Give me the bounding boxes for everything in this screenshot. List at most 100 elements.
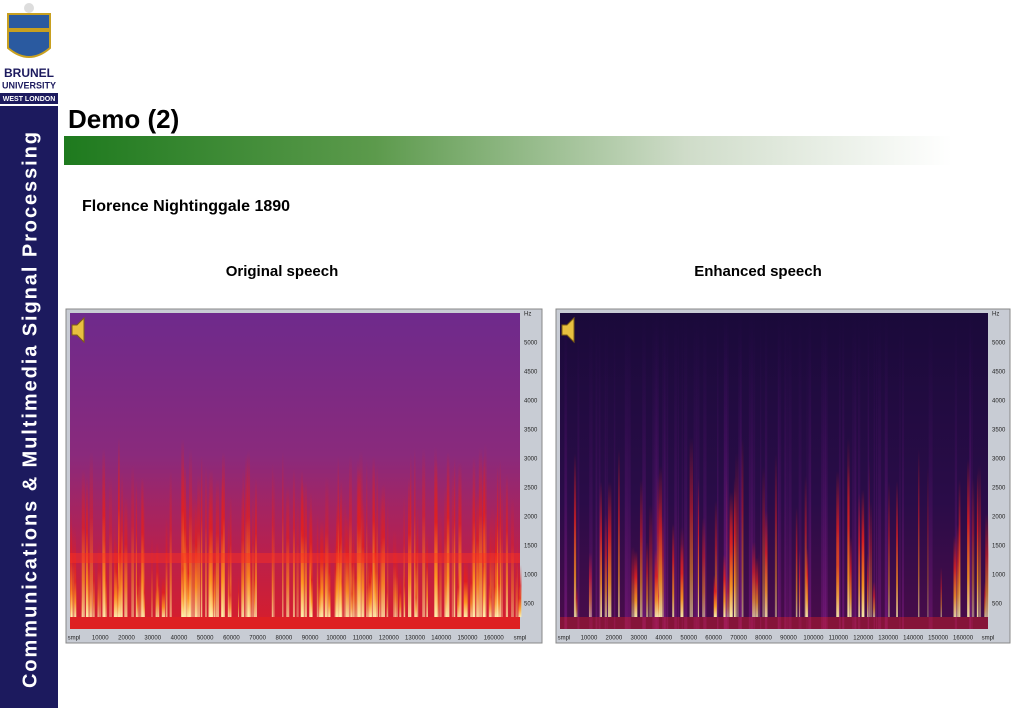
logo-sub: UNIVERSITY — [2, 80, 56, 90]
x-axis-label: 40000 — [655, 636, 672, 642]
x-axis-label: 110000 — [353, 636, 373, 642]
spectro-streak — [867, 553, 869, 617]
vertical-title: Communications & Multimedia Signal Proce… — [19, 132, 41, 688]
spectro-streak — [458, 461, 462, 617]
spectro-streak — [762, 466, 766, 617]
spectro-streak — [758, 552, 760, 617]
y-axis-label: 4500 — [992, 370, 1006, 376]
spectro-streak — [181, 472, 183, 617]
spectro-column — [564, 313, 568, 629]
x-axis-label: 60000 — [705, 636, 722, 642]
spectro-streak — [476, 489, 479, 617]
logo-bird — [24, 3, 34, 13]
spectro-streak — [205, 466, 207, 617]
spectro-streak — [888, 481, 890, 617]
spectro-streak — [337, 455, 339, 617]
x-axis-label: smpl — [514, 636, 527, 642]
spectro-streak — [971, 477, 975, 617]
title-bar — [64, 136, 952, 165]
spectro-streak — [599, 481, 602, 617]
logo-place: WEST LONDON — [3, 96, 56, 103]
x-axis-label: 100000 — [803, 636, 824, 642]
spectro-column — [928, 313, 931, 629]
y-axis-label: Hz — [992, 312, 999, 318]
spectro-column — [613, 313, 616, 629]
spectro-streak — [85, 476, 88, 617]
subtitle: Florence Nightinggale 1890 — [82, 198, 290, 215]
spectro-streak — [187, 543, 191, 617]
spectro-streak — [301, 481, 305, 617]
x-axis-label: 150000 — [458, 636, 479, 642]
spectro-streak — [221, 477, 224, 617]
spectro-streak — [646, 542, 649, 617]
spectro-column — [784, 313, 786, 629]
spectro-streak — [338, 505, 341, 617]
spectro-streak — [444, 486, 447, 617]
spectro-streak — [340, 479, 343, 617]
spectro-column — [785, 313, 788, 629]
speaker-icon[interactable] — [561, 316, 575, 344]
spectro-column — [662, 313, 666, 629]
spectro-streak — [103, 489, 106, 617]
spectro-streak — [374, 541, 379, 617]
spectro-streak — [496, 465, 499, 617]
spectro-streak — [457, 567, 460, 617]
spectro-streak — [238, 575, 240, 617]
y-axis-label: 2000 — [524, 515, 538, 521]
spectro-streak — [872, 581, 876, 617]
y-axis-label: 2500 — [992, 486, 1006, 492]
spectro-column — [873, 313, 876, 629]
y-axis-label: 1000 — [524, 573, 538, 579]
spectro-streak — [774, 453, 778, 617]
spectro-streak — [472, 455, 476, 617]
y-axis-label: Hz — [524, 312, 531, 318]
x-axis-label: 160000 — [953, 636, 974, 642]
spectro-column — [717, 313, 719, 629]
spectro-streak — [325, 476, 329, 617]
spectro-streak — [255, 478, 257, 617]
spectro-column — [820, 313, 824, 629]
spectro-streak — [967, 459, 970, 617]
spectro-streak — [858, 493, 861, 617]
spectrogram — [560, 313, 988, 629]
spectro-streak — [334, 536, 338, 617]
spectro-streak — [689, 437, 694, 617]
spectro-streak — [403, 564, 406, 617]
spectro-streak — [795, 507, 798, 617]
spectro-streak — [634, 550, 638, 617]
spectro-floor — [560, 617, 988, 629]
spectro-streak — [516, 529, 518, 617]
spectro-streak — [490, 504, 494, 617]
x-axis-label: smpl — [982, 636, 995, 642]
spectro-column — [652, 313, 655, 629]
spectro-streak — [318, 567, 321, 617]
spectro-column — [822, 313, 827, 629]
x-axis-label: 90000 — [302, 636, 319, 642]
x-axis-label: 80000 — [755, 636, 772, 642]
spectro-streak — [439, 510, 442, 617]
spectro-streak — [97, 540, 102, 617]
spectro-streak — [282, 451, 284, 617]
spectro-streak — [454, 456, 456, 617]
spectro-streak — [376, 463, 378, 617]
spectro-streak — [252, 495, 255, 617]
y-axis-label: 4500 — [524, 370, 538, 376]
speaker-icon[interactable] — [71, 316, 85, 344]
spectro-streak — [436, 559, 439, 617]
spectro-streak — [241, 488, 245, 617]
spectro-streak — [151, 535, 153, 617]
spectro-streak — [227, 580, 232, 617]
spectro-column — [589, 313, 593, 629]
spectro-streak — [74, 558, 77, 617]
spectro-column — [595, 313, 598, 629]
spectro-streak — [489, 583, 492, 617]
x-axis-label: 140000 — [431, 636, 452, 642]
spectro-column — [627, 313, 631, 629]
spectro-column — [899, 313, 901, 629]
spectro-streak — [169, 470, 172, 617]
spectro-column — [751, 313, 753, 629]
spectro-column — [878, 313, 882, 629]
spectro-column — [677, 313, 679, 629]
spectro-streak — [366, 567, 369, 617]
spectro-streak — [654, 549, 658, 617]
